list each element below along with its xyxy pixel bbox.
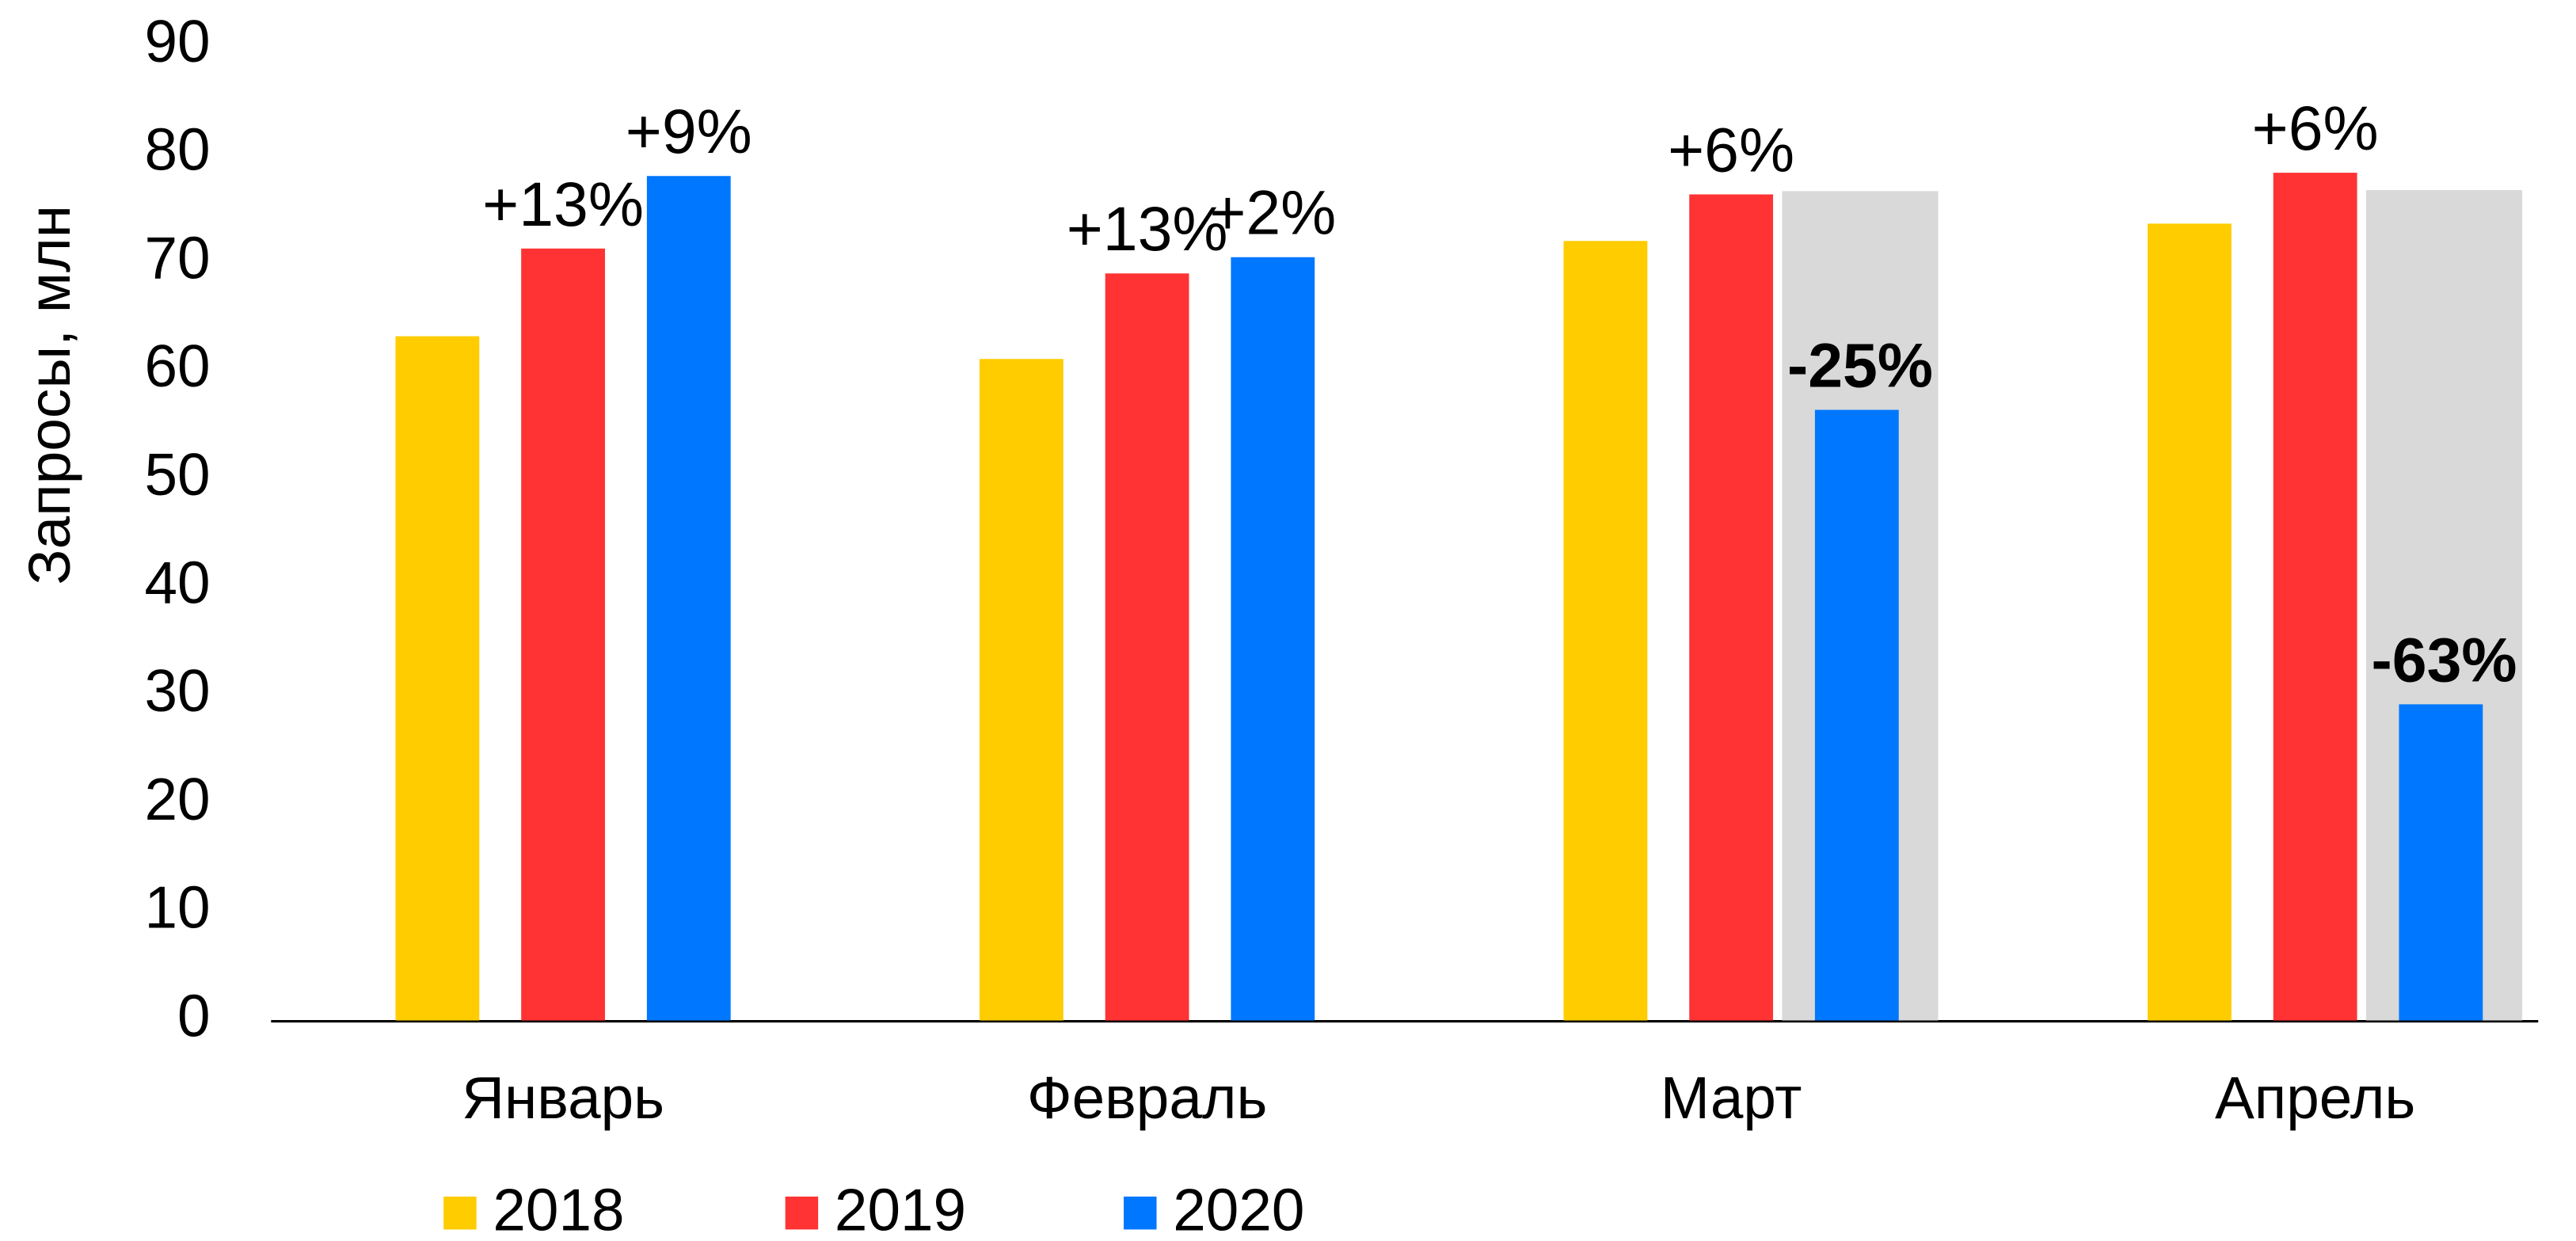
y-tick-label: 40	[144, 549, 210, 615]
y-tick-label: 30	[144, 657, 210, 724]
x-tick-label: Январь	[462, 1064, 664, 1131]
x-tick-label: Февраль	[1027, 1064, 1268, 1131]
bar	[521, 248, 605, 1021]
bar	[1563, 241, 1648, 1021]
x-tick-label: Март	[1661, 1064, 1802, 1131]
bar	[1689, 194, 1774, 1021]
annotation: +13%	[1067, 194, 1228, 264]
y-tick-label: 80	[144, 116, 210, 183]
y-tick-label: 90	[144, 8, 210, 74]
annotation: +6%	[2252, 93, 2379, 163]
annotation: +6%	[1668, 115, 1794, 185]
y-tick-label: 50	[144, 441, 210, 508]
y-axis-label: Запросы, млн	[16, 205, 82, 585]
legend-swatch	[443, 1196, 477, 1230]
bar	[2273, 173, 2357, 1021]
bar	[1814, 409, 1899, 1021]
y-tick-label: 10	[144, 874, 210, 941]
bar	[2399, 704, 2483, 1021]
legend-swatch	[1124, 1196, 1157, 1230]
annotation: -25%	[1787, 330, 1933, 400]
y-tick-label: 60	[144, 333, 210, 399]
bar	[646, 176, 731, 1021]
legend-swatch	[785, 1196, 819, 1230]
bar	[1231, 257, 1315, 1021]
y-tick-label: 0	[177, 982, 211, 1049]
legend-label: 2019	[835, 1176, 966, 1241]
annotation: +2%	[1209, 178, 1336, 248]
bar	[979, 359, 1064, 1021]
legend-label: 2020	[1173, 1176, 1304, 1241]
x-tick-label: Апрель	[2215, 1064, 2415, 1131]
y-tick-label: 70	[144, 224, 210, 291]
bar	[2148, 223, 2232, 1021]
legend-label: 2018	[493, 1176, 624, 1241]
annotation: +13%	[482, 169, 644, 239]
bar	[1105, 273, 1189, 1021]
annotation: +9%	[626, 97, 752, 166]
y-tick-label: 20	[144, 766, 210, 832]
bar	[395, 336, 480, 1021]
annotation: -63%	[2372, 625, 2517, 695]
